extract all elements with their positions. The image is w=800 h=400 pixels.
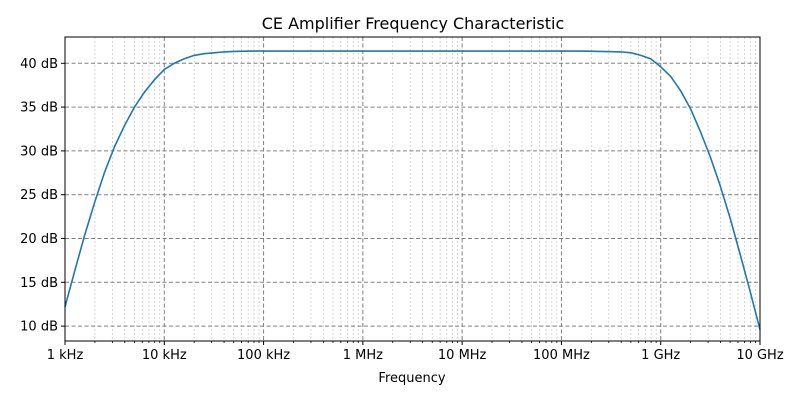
y-axis: 10 dB 15 dB 20 dB 25 dB 30 dB 35 dB 40 dB [20, 57, 65, 335]
x-tick-label: 100 kHz [237, 348, 290, 363]
y-tick-label: 10 dB [20, 320, 58, 335]
x-tick-label: 1 GHz [641, 348, 680, 363]
major-grid [64, 37, 761, 341]
gain-series-line [64, 50, 761, 330]
x-tick-label: 100 MHz [533, 348, 590, 363]
y-tick-label: 20 dB [20, 232, 58, 247]
x-tick-label: 1 MHz [343, 348, 383, 363]
x-axis: 1 kHz 10 kHz 100 kHz 1 MHz 10 MHz 100 MHz 1 GH… [47, 341, 784, 363]
plot-frame [64, 36, 761, 342]
x-axis-title: Frequency [378, 371, 445, 386]
y-tick-label: 40 dB [20, 57, 58, 72]
x-tick-label: 10 kHz [142, 348, 187, 363]
x-tick-label: 10 GHz [736, 348, 784, 363]
chart-title: CE Amplifier Frequency Characteristic [262, 14, 565, 33]
y-tick-label: 25 dB [20, 188, 58, 203]
x-tick-label: 1 kHz [47, 348, 84, 363]
y-tick-label: 15 dB [20, 276, 58, 291]
y-tick-label: 30 dB [20, 144, 58, 159]
x-tick-label: 10 MHz [438, 348, 487, 363]
y-tick-label: 35 dB [20, 101, 58, 116]
minor-grid [94, 37, 756, 341]
series-layer [64, 50, 761, 330]
